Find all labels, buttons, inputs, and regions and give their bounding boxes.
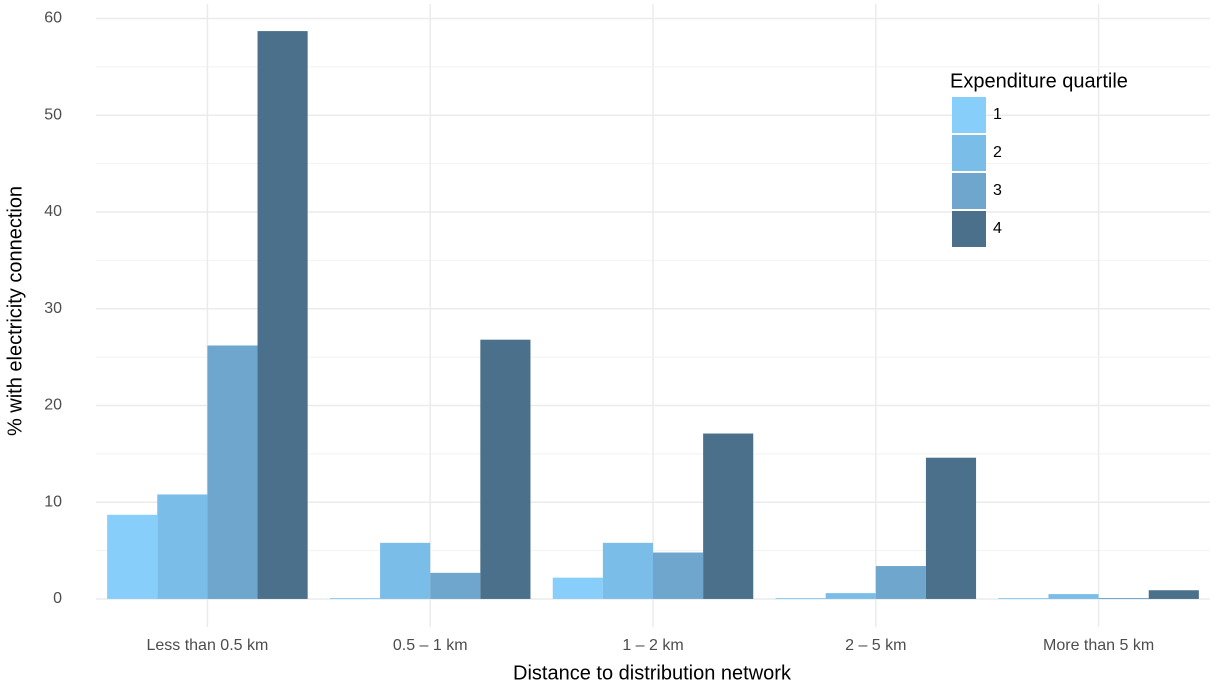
y-tick-label: 30: [44, 300, 62, 317]
y-tick-label: 40: [44, 203, 62, 220]
bar: [703, 433, 754, 599]
bar: [552, 577, 603, 599]
bar: [107, 514, 158, 599]
bar: [602, 542, 653, 599]
legend-key: [952, 211, 986, 247]
legend-title: Expenditure quartile: [950, 70, 1128, 92]
legend-key: [952, 173, 986, 209]
bar: [257, 31, 308, 599]
bar: [653, 552, 704, 599]
bar: [380, 542, 431, 599]
y-tick-label: 20: [44, 397, 62, 414]
bar: [875, 566, 926, 599]
x-tick-label: 2 – 5 km: [845, 637, 906, 654]
x-axis-title: Distance to distribution network: [513, 662, 792, 684]
x-tick-label: 1 – 2 km: [622, 637, 683, 654]
x-tick-label: Less than 0.5 km: [146, 637, 268, 654]
bar: [480, 339, 531, 599]
y-tick-label: 50: [44, 106, 62, 123]
y-tick-label: 60: [44, 10, 62, 27]
legend-key: [952, 135, 986, 171]
bar: [430, 572, 481, 599]
y-tick-label: 10: [44, 493, 62, 510]
bar: [157, 494, 208, 599]
bar: [998, 597, 1049, 599]
legend-label: 1: [993, 106, 1002, 123]
bar: [1148, 590, 1199, 599]
bar: [775, 597, 826, 599]
x-tick-label: 0.5 – 1 km: [393, 637, 468, 654]
x-tick-label: More than 5 km: [1043, 637, 1154, 654]
y-axis-title: % with electricity connection: [4, 186, 26, 436]
legend-label: 3: [993, 182, 1002, 199]
bar: [1048, 594, 1099, 599]
bar: [329, 597, 381, 599]
legend-label: 4: [993, 220, 1002, 237]
bar: [825, 593, 876, 599]
legend-label: 2: [993, 144, 1002, 161]
bar: [925, 457, 977, 599]
y-tick-label: 0: [53, 590, 62, 607]
bar: [207, 345, 258, 599]
legend-key: [952, 97, 986, 133]
bar: [1098, 597, 1149, 599]
